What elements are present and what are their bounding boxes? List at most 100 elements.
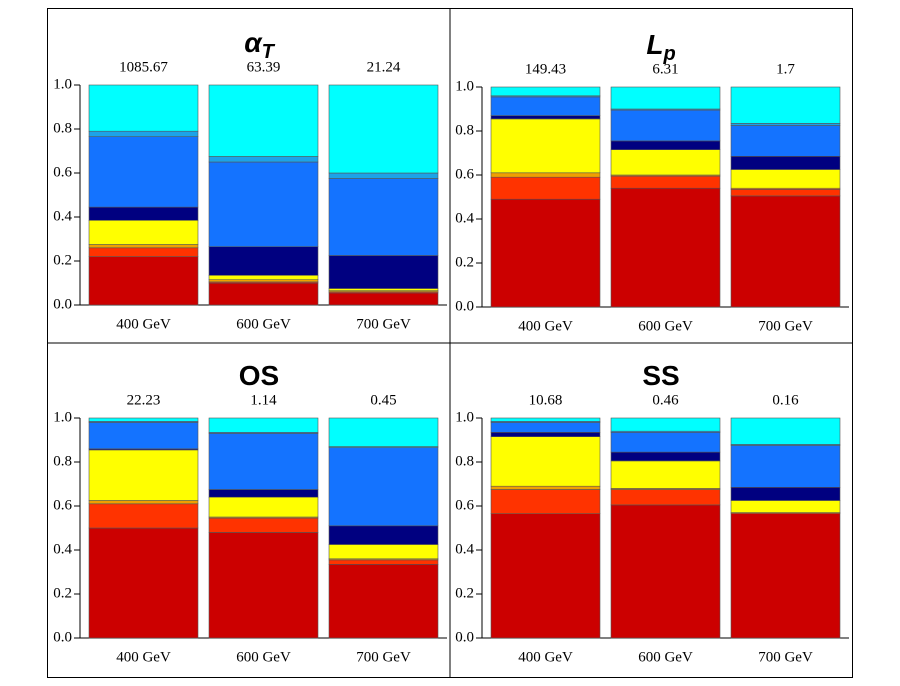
bar-segment [730, 189, 841, 197]
bar-segment [208, 489, 319, 498]
y-tick-label: 1.0 [53, 409, 72, 425]
bar-segment [730, 169, 841, 189]
bar-segment [490, 431, 601, 437]
y-tick-label: 0.4 [455, 541, 474, 557]
y-tick-label: 0.8 [53, 120, 72, 136]
bar-segment [88, 256, 199, 306]
bar-segment [88, 84, 199, 132]
bar-segment [730, 500, 841, 513]
bar-segment [328, 417, 439, 447]
bar-annotation: 0.45 [370, 392, 396, 408]
y-tick-label: 0.8 [455, 453, 474, 469]
bar-segment [730, 445, 841, 488]
bar-segment [490, 485, 601, 490]
bar-segment [88, 500, 199, 505]
bar-segment [328, 255, 439, 289]
bar-annotation: 0.46 [652, 392, 679, 408]
bar-segment [88, 527, 199, 639]
bar-segment [490, 172, 601, 178]
bar-segment [208, 282, 319, 306]
bar-segment [610, 140, 721, 150]
bar-segment [730, 417, 841, 445]
bar-segment [208, 433, 319, 490]
bar-segment [208, 417, 319, 433]
bar-annotation: 10.68 [529, 392, 563, 408]
y-tick-label: 0.0 [455, 629, 474, 645]
bar-segment [88, 130, 199, 137]
bar-segment [208, 274, 319, 280]
y-tick-label: 0.0 [455, 298, 474, 314]
bar-segment [88, 417, 199, 422]
x-tick-label: 400 GeV [116, 649, 171, 665]
y-tick-label: 1.0 [53, 76, 72, 92]
bar-segment [208, 84, 319, 157]
bar-annotation: 1085.67 [119, 59, 168, 75]
bar-segment [208, 246, 319, 276]
bar-segment [730, 486, 841, 501]
bar-segment [328, 292, 439, 306]
y-tick-label: 0.2 [455, 254, 474, 270]
x-tick-label: 600 GeV [236, 316, 291, 332]
bar-segment [490, 513, 601, 639]
bar-segment [490, 417, 601, 422]
bar-segment [730, 86, 841, 124]
x-tick-label: 400 GeV [518, 318, 573, 334]
y-tick-label: 0.0 [53, 629, 72, 645]
bar-segment [730, 123, 841, 126]
y-tick-label: 0.6 [53, 497, 72, 513]
bar-segment [490, 198, 601, 308]
bar-segment [208, 532, 319, 639]
bar-annotation: 149.43 [525, 61, 566, 77]
bar-annotation: 0.16 [772, 392, 799, 408]
bar-segment [610, 149, 721, 176]
bar-segment [208, 279, 319, 283]
bar-segment [490, 489, 601, 515]
bar-segment [730, 513, 841, 639]
bar-segment [328, 544, 439, 560]
y-tick-label: 0.6 [53, 164, 72, 180]
y-tick-label: 0.2 [455, 585, 474, 601]
bar-segment [610, 175, 721, 189]
bar-segment [328, 288, 439, 291]
bar-annotation: 63.39 [247, 59, 281, 75]
bar-segment [610, 431, 721, 453]
bar-annotation: 1.7 [776, 61, 795, 77]
bar-annotation: 1.14 [250, 392, 277, 408]
bar-segment [610, 504, 721, 639]
x-tick-label: 600 GeV [638, 649, 693, 665]
bar-segment [730, 195, 841, 308]
bar-segment [88, 136, 199, 208]
bar-segment [490, 86, 601, 97]
bar-segment [490, 436, 601, 487]
y-tick-label: 0.8 [53, 453, 72, 469]
y-tick-label: 0.6 [455, 166, 474, 182]
bar-segment [328, 447, 439, 527]
bar-segment [490, 176, 601, 200]
bar-annotation: 6.31 [652, 61, 678, 77]
x-tick-label: 700 GeV [758, 318, 813, 334]
title-main: OS [239, 360, 279, 391]
bar-segment [328, 172, 439, 179]
bar-segment [88, 206, 199, 221]
panel-title: OS [239, 360, 279, 391]
bar-segment [208, 161, 319, 247]
bar-segment [88, 503, 199, 529]
y-tick-label: 0.4 [455, 210, 474, 226]
bar-segment [328, 84, 439, 174]
panel-title: SS [642, 360, 679, 391]
x-tick-label: 600 GeV [236, 649, 291, 665]
bar-segment [610, 417, 721, 432]
title-main: SS [642, 360, 679, 391]
y-tick-label: 0.2 [53, 585, 72, 601]
y-tick-label: 0.0 [53, 296, 72, 312]
bar-segment [610, 460, 721, 489]
bar-segment [88, 244, 199, 249]
x-tick-label: 600 GeV [638, 318, 693, 334]
x-tick-label: 400 GeV [116, 316, 171, 332]
y-tick-label: 0.4 [53, 208, 72, 224]
title-subscript: p [662, 43, 675, 65]
bar-segment [88, 220, 199, 245]
bar-segment [208, 496, 319, 518]
y-tick-label: 0.2 [53, 252, 72, 268]
